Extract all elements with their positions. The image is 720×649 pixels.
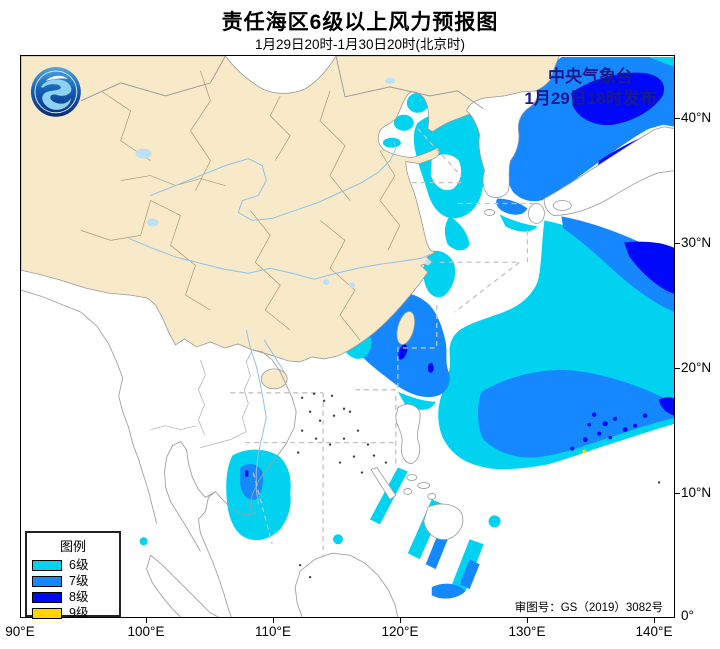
philippine-sea-wind-7 bbox=[478, 369, 674, 458]
yellow-sea-south-wind-6 bbox=[444, 216, 470, 251]
vietnam-offshore-wind-8 bbox=[245, 470, 249, 477]
legend-item-level7: 7级 bbox=[32, 575, 114, 587]
lakes bbox=[135, 77, 431, 289]
indochina-borders bbox=[150, 349, 253, 448]
bohai-wind-6c bbox=[382, 137, 401, 148]
issuer-announcement: 中央气象台 1月29日18时发布 bbox=[498, 66, 683, 110]
forecast-map bbox=[21, 56, 674, 617]
lat-label-40n: 40°N bbox=[681, 110, 712, 125]
india-border bbox=[21, 289, 124, 379]
borneo-coast bbox=[294, 552, 399, 617]
sumatra-coast bbox=[146, 554, 219, 617]
andaman-wind-dot bbox=[139, 537, 148, 546]
lon-tick-110e bbox=[273, 618, 274, 623]
mongolia-border bbox=[80, 56, 484, 110]
sea-zone-boundaries bbox=[230, 128, 540, 558]
japan-shikoku bbox=[552, 200, 572, 211]
taiwan-area-wind-8b bbox=[427, 362, 434, 373]
map-license: 审图号：GS（2019）3082号 bbox=[514, 602, 663, 614]
lon-tick-140e bbox=[654, 618, 655, 623]
philippine-sea-wind-8 bbox=[570, 397, 674, 451]
bohai-wind-6b bbox=[393, 114, 414, 131]
lat-tick-20n bbox=[675, 368, 680, 369]
level8-swatch bbox=[32, 591, 62, 603]
level9-label: 9级 bbox=[69, 606, 89, 620]
lon-label-90e: 90°E bbox=[5, 624, 35, 639]
lat-tick-40n bbox=[675, 118, 680, 119]
rivers bbox=[128, 140, 430, 505]
level9-swatch bbox=[32, 607, 62, 619]
myanmar-coast bbox=[118, 377, 158, 524]
lon-label-100e: 100°E bbox=[127, 624, 165, 639]
sea-of-japan-wind-6-corner bbox=[649, 56, 674, 67]
level7-swatch bbox=[32, 575, 62, 587]
wind-areas bbox=[139, 56, 674, 599]
legend-item-level8: 8级 bbox=[32, 591, 114, 603]
map-frame bbox=[20, 55, 675, 618]
philippine-sea-wind-9-spot bbox=[582, 449, 587, 454]
legend-title: 图例 bbox=[59, 539, 86, 554]
level7-label: 7级 bbox=[69, 574, 89, 588]
page-subtitle: 1月29日20时-1月30日20时(北京时) bbox=[254, 37, 466, 52]
philippines-mindanao bbox=[423, 503, 464, 540]
china-mainland bbox=[21, 56, 560, 363]
issuer-name: 中央气象台 bbox=[548, 67, 633, 86]
lon-label-140e: 140°E bbox=[635, 624, 673, 639]
level8-label: 8级 bbox=[69, 590, 89, 604]
lon-label-110e: 110°E bbox=[255, 624, 291, 639]
landmass bbox=[21, 56, 674, 540]
qinghai-lake bbox=[135, 148, 152, 159]
lat-label-20n: 20°N bbox=[681, 360, 712, 375]
level6-label: 6级 bbox=[69, 558, 89, 572]
korea-strait-wind-6 bbox=[499, 214, 538, 232]
lat-label-10n: 10°N bbox=[681, 485, 712, 500]
yangtze-river bbox=[128, 237, 430, 280]
lat-label-0: 0° bbox=[681, 608, 694, 623]
yellow-sea-calm-hole bbox=[430, 154, 462, 191]
province-borders bbox=[80, 56, 484, 341]
korea-strait-wind-7 bbox=[496, 198, 528, 215]
taiwan-area-wind-6w bbox=[346, 334, 372, 359]
japan-kyushu bbox=[528, 203, 545, 224]
lat-label-30n: 30°N bbox=[681, 235, 712, 250]
foreign-coastlines bbox=[21, 289, 399, 617]
level6-swatch bbox=[32, 559, 62, 571]
legend-item-level6: 6级 bbox=[32, 559, 114, 571]
red-river bbox=[263, 339, 285, 373]
borneo-nw-wind-dot bbox=[333, 534, 344, 545]
lat-tick-30n bbox=[675, 243, 680, 244]
philippines-visayas bbox=[403, 474, 437, 500]
lat-tick-10n bbox=[675, 493, 680, 494]
jeju-island bbox=[484, 209, 495, 216]
philippines-luzon bbox=[395, 403, 421, 464]
palawan-island bbox=[370, 467, 397, 500]
yellow-river bbox=[150, 140, 397, 221]
page-title: 责任海区6级以上风力预报图 bbox=[221, 11, 499, 34]
lon-label-120e: 120°E bbox=[381, 624, 419, 639]
taiwan-island bbox=[396, 311, 416, 345]
legend-box: 图例 6级 7级 8级 9级 bbox=[25, 531, 121, 619]
issue-time: 1月29日18时发布 bbox=[524, 89, 657, 108]
lon-label-130e: 130°E bbox=[508, 624, 546, 639]
lon-tick-120e bbox=[400, 618, 401, 623]
japan-southeast-wind-8 bbox=[624, 241, 674, 294]
sea-of-japan-wind-8-north bbox=[571, 72, 665, 126]
gulf-of-thailand-coast bbox=[164, 441, 216, 552]
mekong-river bbox=[245, 329, 267, 505]
lon-tick-100e bbox=[146, 618, 147, 623]
cma-logo-icon bbox=[30, 66, 81, 117]
legend-item-level9: 9级 bbox=[32, 607, 114, 619]
indochina-coast bbox=[197, 349, 297, 617]
island-specks bbox=[296, 392, 661, 579]
japan-honshu bbox=[543, 126, 674, 216]
japan-southeast-wind-7 bbox=[561, 216, 674, 312]
korea-peninsula bbox=[466, 90, 538, 198]
lon-tick-130e bbox=[527, 618, 528, 623]
